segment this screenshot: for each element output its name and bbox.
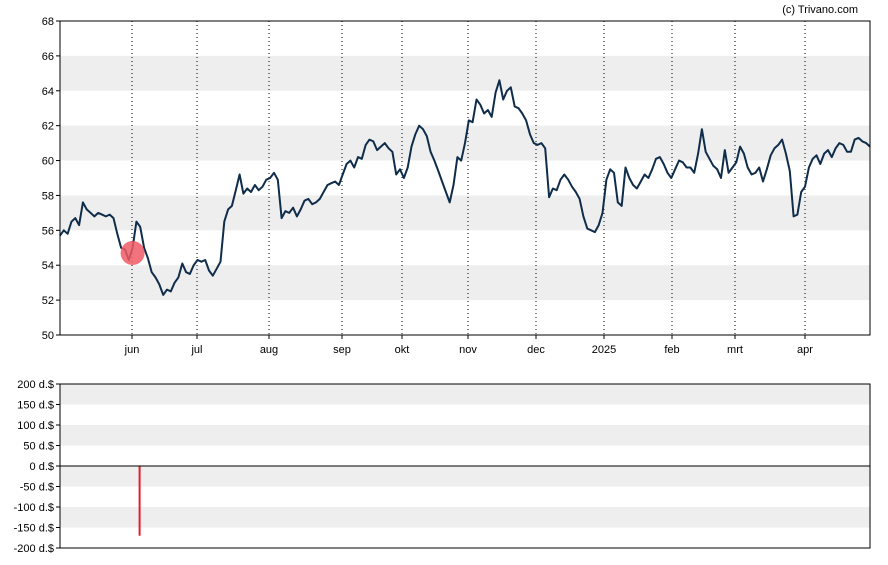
- volume-band: [60, 507, 870, 528]
- price-band: [60, 265, 870, 301]
- price-y-ticks: 50 52 54 56 58 60 62 64 66 68: [42, 16, 60, 342]
- y-tick-label: 64: [42, 86, 54, 98]
- price-band: [60, 195, 870, 231]
- y-tick-label: 50: [42, 330, 54, 342]
- x-tick-label: nov: [459, 344, 477, 356]
- y-tick-label: 56: [42, 225, 54, 237]
- volume-band: [60, 466, 870, 487]
- volume-y-tick-label: 100 d.$: [17, 420, 54, 432]
- volume-y-tick-label: -150 d.$: [14, 523, 54, 535]
- y-tick-label: 60: [42, 156, 54, 168]
- x-tick-label: aug: [260, 344, 278, 356]
- volume-y-tick-label: -50 d.$: [20, 482, 54, 494]
- event-marker: [120, 241, 145, 266]
- x-tick-label: jul: [190, 344, 202, 356]
- x-tick-label: apr: [797, 344, 813, 356]
- y-tick-label: 62: [42, 121, 54, 133]
- price-plot-frame: [59, 20, 871, 336]
- volume-bands: [60, 384, 870, 528]
- x-tick-label: mrt: [727, 344, 743, 356]
- y-tick-label: 66: [42, 51, 54, 63]
- x-tick-label: okt: [395, 344, 410, 356]
- price-line-group: [59, 79, 871, 296]
- x-tick-label: jun: [124, 344, 140, 356]
- volume-y-tick-label: 200 d.$: [17, 379, 54, 391]
- y-tick-label: 58: [42, 190, 54, 202]
- y-tick-label: 52: [42, 295, 54, 307]
- volume-y-ticks: -200 d.$ -150 d.$ -100 d.$ -50 d.$ 0 d.$ 50 d…: [14, 379, 60, 555]
- x-tick-label: dec: [527, 344, 545, 356]
- volume-y-tick-label: -100 d.$: [14, 502, 54, 514]
- volume-band: [60, 425, 870, 446]
- x-tick-label: sep: [333, 344, 351, 356]
- price-axes: [59, 20, 871, 336]
- price-line: [59, 79, 871, 296]
- x-tick-label: 2025: [592, 344, 616, 356]
- y-tick-label: 54: [42, 260, 54, 272]
- volume-band: [60, 384, 870, 405]
- volume-y-tick-label: 0 d.$: [30, 461, 54, 473]
- price-band: [60, 55, 870, 91]
- volume-y-tick-label: 50 d.$: [23, 441, 54, 453]
- y-tick-label: 68: [42, 16, 54, 28]
- month-x-ticks: jun jul aug sep okt nov dec 2025 feb mrt apr: [124, 335, 813, 356]
- volume-y-tick-label: -200 d.$: [14, 543, 54, 555]
- credit-label: (c) Trivano.com: [782, 4, 858, 16]
- x-tick-label: feb: [664, 344, 679, 356]
- volume-y-tick-label: 150 d.$: [17, 400, 54, 412]
